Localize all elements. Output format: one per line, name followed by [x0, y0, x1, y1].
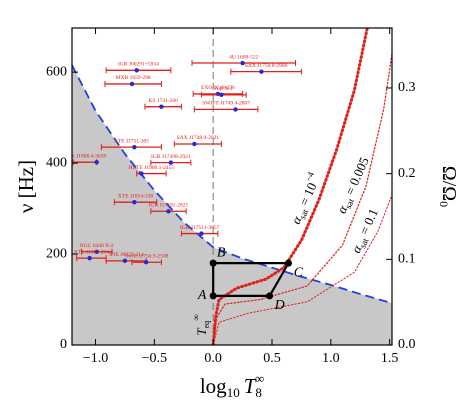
- label-part: Ω/Ω: [438, 166, 460, 201]
- x-axis-title: log10 T8∞: [200, 371, 264, 400]
- source-label: IGR J17191-2821: [149, 203, 189, 209]
- source-point: [240, 60, 245, 66]
- alpha-curve: [211, 28, 369, 345]
- source-label: SWIFT J1749.4-2807: [202, 101, 250, 107]
- source-point: [87, 255, 92, 261]
- source-point: [159, 104, 164, 109]
- source-label: EXO 0748-676: [201, 85, 235, 91]
- y2-axis-title: Ω/Ω0: [437, 166, 460, 207]
- alpha-curve: [212, 194, 392, 345]
- source-label: SAX J1808.4-3658: [64, 153, 107, 159]
- source-label: IGR J00291+5934: [118, 62, 159, 68]
- source-label: HETE J1900.1-2455: [129, 165, 175, 171]
- label-part: eq: [202, 321, 211, 329]
- source-label: NGC 6440 X-2: [80, 243, 114, 249]
- source-point: [192, 141, 197, 147]
- label-part: sat: [357, 236, 370, 250]
- label-part: log: [200, 374, 227, 398]
- cycle-label: A: [197, 288, 207, 303]
- alpha-curve: [212, 53, 392, 345]
- source-label: IGR J17511-3057: [180, 225, 220, 231]
- y-tick-label: 0: [60, 337, 67, 352]
- x-tick-label: 1.5: [381, 351, 399, 366]
- label-part: T: [194, 328, 209, 336]
- source-point: [139, 171, 144, 176]
- x-tick-label: −1.0: [83, 351, 108, 366]
- source-point: [134, 68, 139, 73]
- source-point: [94, 249, 99, 254]
- source-label: XTE J0929-314: [108, 252, 144, 258]
- source-label: MXB 1659-298: [116, 75, 151, 81]
- source-point: [168, 160, 174, 165]
- source-point: [219, 92, 224, 98]
- x-tick-label: 0.0: [204, 351, 222, 366]
- source-label: 4U 1608-522: [229, 54, 258, 60]
- cycle-point: [266, 292, 274, 300]
- source-label: Swift J1756.9-2508: [125, 252, 169, 259]
- cycle-label: D: [274, 298, 285, 313]
- source-point: [166, 209, 171, 214]
- label-part: 8: [255, 385, 262, 400]
- source-point: [132, 199, 137, 205]
- source-point: [122, 258, 128, 264]
- source-label: XTE J1807-294: [74, 249, 110, 255]
- source-label: XTE J1751-305: [114, 138, 150, 144]
- label-part: = 0.1: [355, 206, 381, 240]
- label-part: T: [244, 374, 257, 398]
- y-axis-title: ν [Hz]: [14, 160, 38, 213]
- source-label: Aql X-1: [215, 86, 233, 92]
- cycle-point: [284, 259, 292, 267]
- x-tick-label: −0.5: [142, 351, 167, 366]
- x-tick-label: 0.5: [263, 351, 281, 366]
- y2-tick-label: 0.2: [398, 166, 416, 181]
- equilibrium-label: Teq∞: [191, 314, 211, 335]
- source-point: [129, 81, 135, 87]
- y-tick-label: 600: [46, 64, 67, 79]
- plot-frame: [71, 27, 393, 346]
- label-part: sat: [297, 207, 310, 221]
- label-part: 0: [437, 201, 451, 207]
- y2-tick-label: 0.0: [398, 337, 416, 352]
- label-part: ∞: [255, 371, 264, 386]
- label-part: sat: [343, 197, 356, 211]
- label-part: ∞: [191, 314, 201, 320]
- source-point: [143, 260, 149, 265]
- source-point: [199, 231, 204, 236]
- y-tick-label: 200: [46, 246, 67, 261]
- source-point: [259, 69, 264, 74]
- x-tick-label: 1.0: [322, 351, 340, 366]
- source-label: XTE J1814-338: [118, 193, 154, 199]
- cycle-point: [209, 292, 217, 300]
- source-label: KS 1731-260: [148, 98, 178, 104]
- forbidden-region: [72, 65, 392, 345]
- y-tick-label: 400: [46, 155, 67, 170]
- source-label: SAX J1750.8-2900: [245, 63, 288, 69]
- source-point: [94, 159, 99, 165]
- label-part: 10: [227, 385, 240, 400]
- source-label: SAX J1748.9-2021: [177, 135, 220, 141]
- label-part: = 0.005: [341, 155, 372, 200]
- cycle-label: B: [217, 245, 226, 260]
- cycle-point: [209, 259, 217, 267]
- label-part: −4: [303, 170, 316, 183]
- source-point: [132, 144, 137, 150]
- y2-tick-label: 0.1: [398, 252, 416, 267]
- cycle-label: C: [294, 265, 304, 280]
- y2-tick-label: 0.3: [398, 80, 416, 95]
- plot-area: A B C D 4U 1608-522 IGR J00291+5934 MXB 1659-2…: [64, 28, 392, 345]
- source-label: IGR J17498-2921: [151, 154, 191, 160]
- source-point: [233, 107, 238, 112]
